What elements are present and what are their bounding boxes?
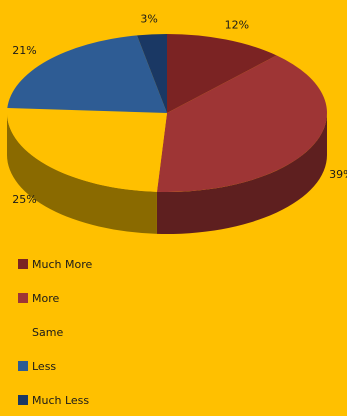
pie-label-much-more: 12%: [225, 19, 249, 32]
legend-swatch: [18, 395, 28, 405]
legend-label: Same: [32, 325, 64, 339]
legend-item-less: Less: [18, 359, 92, 373]
pie-labels: 12% 39% 25% 21% 3%: [12, 12, 347, 206]
legend-item-much-more: Much More: [18, 257, 93, 271]
pie-slice-much-more: [167, 34, 277, 113]
pie-label-same: 25%: [12, 193, 36, 206]
legend-item-same: Same: [18, 325, 92, 339]
pie-slices: [6, 34, 327, 192]
pie-label-more: 39%: [329, 168, 347, 181]
legend-swatch: [18, 293, 28, 303]
legend-label: Much Less: [32, 393, 90, 407]
pie-slice-same: [6, 108, 167, 192]
pie-slice-much-less: [137, 34, 167, 113]
pie-slice-more: [156, 55, 327, 192]
pie-side-more: [156, 113, 327, 235]
pie-label-less: 21%: [12, 44, 36, 57]
legend-label: Much More: [32, 257, 93, 271]
legend: Much More More Same Less Much Less: [18, 257, 93, 407]
legend-swatch: [18, 361, 28, 371]
legend-swatch: [18, 259, 28, 269]
pie-side-same: [7, 113, 157, 234]
legend-item-much-less: Much Less: [18, 393, 92, 407]
pie-sides: [7, 113, 327, 235]
pie-label-much-less: 3%: [140, 12, 157, 25]
legend-label: Less: [32, 359, 57, 373]
legend-swatch: [18, 327, 28, 337]
legend-label: More: [32, 291, 60, 305]
pie-chart: 12% 39% 25% 21% 3%: [6, 12, 347, 235]
legend-item-more: More: [18, 291, 92, 305]
pie-slice-less: [7, 35, 168, 113]
